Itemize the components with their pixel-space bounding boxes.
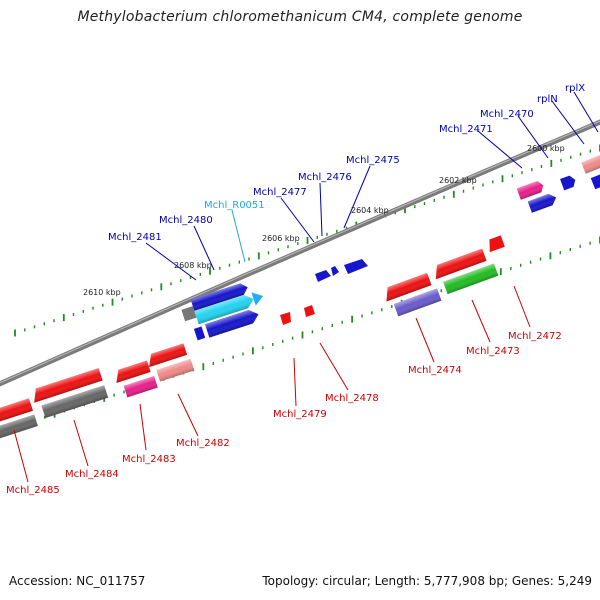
gene-block-mchl-2483[interactable] xyxy=(111,343,196,399)
gene-block-mchl-2477[interactable] xyxy=(315,259,368,282)
accession-text: Accession: NC_011757 xyxy=(9,574,146,588)
tick-label-2610: 2610 kbp xyxy=(83,288,121,297)
tick-label-2604: 2604 kbp xyxy=(351,206,389,215)
gene-label-mchl-r0051[interactable]: Mchl_R0051 xyxy=(204,200,265,211)
leader-line-mchl-r0051 xyxy=(231,209,246,263)
forward-strand-genes xyxy=(179,153,600,343)
genome-backbone xyxy=(0,119,600,387)
gene-label-mchl-2479[interactable]: Mchl_2479 xyxy=(273,409,327,420)
gene-label-mchl-2476[interactable]: Mchl_2476 xyxy=(298,172,352,183)
gene-block-mchl-2479[interactable] xyxy=(280,305,315,325)
map-title: Methylobacterium chloromethanicum CM4, c… xyxy=(77,9,523,25)
gene-label-mchl-2472[interactable]: Mchl_2472 xyxy=(508,331,562,342)
gene-block-mchl-2474[interactable] xyxy=(379,235,515,318)
upper-gene-labels: Mchl_2481 Mchl_2480 Mchl_R0051 Mchl_2477… xyxy=(108,83,585,243)
gene-label-rplN[interactable]: rplN xyxy=(537,94,558,105)
gene-label-mchl-2481[interactable]: Mchl_2481 xyxy=(108,232,162,243)
gene-label-mchl-2474[interactable]: Mchl_2474 xyxy=(408,365,462,376)
gene-label-mchl-2477[interactable]: Mchl_2477 xyxy=(253,187,307,198)
gene-label-mchl-2485[interactable]: Mchl_2485 xyxy=(6,485,60,496)
upper-leader-lines xyxy=(145,91,599,281)
gene-label-mchl-2473[interactable]: Mchl_2473 xyxy=(466,346,520,357)
gene-label-mchl-2482[interactable]: Mchl_2482 xyxy=(176,438,230,449)
tick-label-2602: 2602 kbp xyxy=(439,176,477,185)
gene-label-mchl-2471[interactable]: Mchl_2471 xyxy=(439,124,493,135)
genome-backbone-highlight xyxy=(0,120,600,384)
lower-gene-labels: Mchl_2485 Mchl_2484 Mchl_2483 Mchl_2482 … xyxy=(6,331,562,496)
reverse-strand-genes xyxy=(0,235,515,439)
gene-label-mchl-2480[interactable]: Mchl_2480 xyxy=(159,215,213,226)
tick-label-2606: 2606 kbp xyxy=(262,234,300,243)
tick-label-2608: 2608 kbp xyxy=(174,261,212,270)
gene-label-mchl-2478[interactable]: Mchl_2478 xyxy=(325,393,379,404)
gene-label-mchl-2483[interactable]: Mchl_2483 xyxy=(122,454,176,465)
kbp-tick-labels: 2610 kbp 2608 kbp 2606 kbp 2604 kbp 2602… xyxy=(83,144,565,297)
lower-leader-lines xyxy=(13,285,531,483)
gene-label-mchl-2475[interactable]: Mchl_2475 xyxy=(346,155,400,166)
gene-label-mchl-2470[interactable]: Mchl_2470 xyxy=(480,109,534,120)
gene-label-rplX[interactable]: rplX xyxy=(565,83,585,94)
gene-block-mchl-2485[interactable] xyxy=(0,398,38,439)
gene-block-mchl-2484[interactable] xyxy=(30,368,109,420)
tick-label-2600: 2600 kbp xyxy=(527,144,565,153)
gene-block-mchl-2481[interactable] xyxy=(179,278,270,343)
gene-label-mchl-2484[interactable]: Mchl_2484 xyxy=(65,469,119,480)
gene-block-rplN[interactable] xyxy=(581,153,600,190)
gene-block-mchl-2471[interactable] xyxy=(516,169,581,215)
genome-stats-text: Topology: circular; Length: 5,777,908 bp… xyxy=(262,574,592,588)
